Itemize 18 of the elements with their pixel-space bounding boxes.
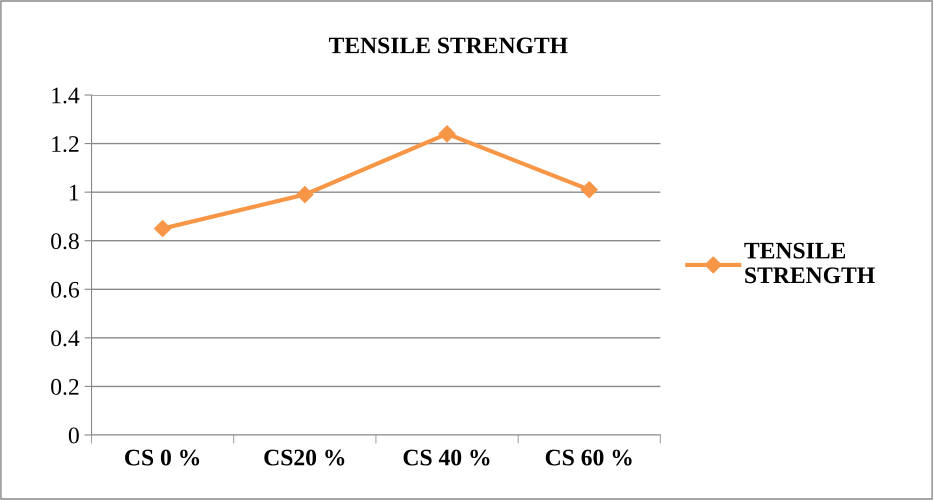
y-tick-label: 1 (70, 184, 78, 200)
x-tick-label: CS 60 % (546, 450, 632, 466)
point (580, 181, 598, 198)
point (438, 125, 456, 142)
x-tick-label: CS 40 % (404, 450, 490, 466)
y-tick-label: 0.8 (51, 233, 79, 250)
chart-title: TENSILE STRENGTH (328, 38, 568, 54)
point (296, 186, 314, 204)
y-tick-label: 0.2 (51, 378, 78, 395)
y-tick-label: 0.6 (51, 282, 80, 298)
x-tick-label: CS20 % (264, 450, 344, 466)
y-tick-label: 0.4 (51, 330, 80, 346)
point (154, 220, 172, 238)
x-tick-label: CS 0 % (125, 450, 200, 466)
legend-label: TENSILE STRENGTH (744, 242, 875, 284)
y-tick-label: 0 (68, 427, 79, 444)
y-tick-label: 1.2 (52, 136, 78, 152)
y-tick-label: 1.4 (52, 88, 80, 104)
